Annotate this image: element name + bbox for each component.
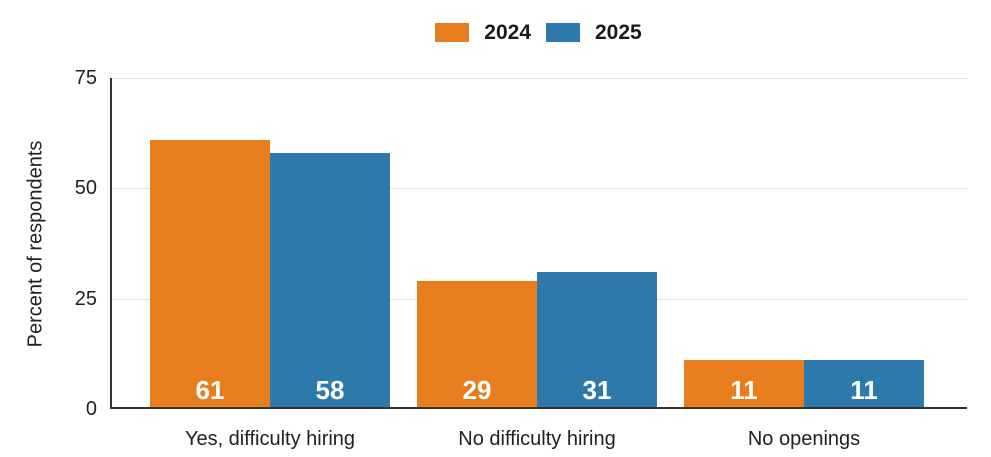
y-tick-label-25: 25 <box>74 287 97 310</box>
bar-value-label: 29 <box>462 375 492 405</box>
gridline-75 <box>110 78 967 79</box>
gridline-50 <box>110 188 967 190</box>
category-label: No difficulty hiring <box>458 428 616 450</box>
legend-label: 2024 <box>484 20 531 44</box>
bar-value-label: 11 <box>850 375 878 405</box>
legend-item-2025: 2025 <box>546 22 642 43</box>
bar-group: 29 31 No difficulty hiring <box>417 78 657 449</box>
bar-value-label: 58 <box>315 375 345 405</box>
plot-area: 61 58 Yes, difficulty hiring 29 31 No difficu… <box>110 78 967 449</box>
bar-2024: 11 <box>684 360 804 409</box>
legend-swatch-2025 <box>546 22 580 42</box>
bar-group: 61 58 Yes, difficulty hiring <box>150 78 390 449</box>
y-tick-label-0: 0 <box>85 398 97 420</box>
bar-2025: 58 <box>270 153 390 409</box>
bar-2024: 61 <box>150 139 270 409</box>
y-tick-label-50: 50 <box>74 177 97 200</box>
bar-value-label: 61 <box>195 375 225 405</box>
bar-value-label: 31 <box>582 375 612 405</box>
legend: 2024 2025 <box>110 20 967 44</box>
bar-groups: 61 58 Yes, difficulty hiring 29 31 No difficu… <box>110 78 967 449</box>
bar-2025: 31 <box>537 272 657 409</box>
legend-item-2024: 2024 <box>435 22 531 43</box>
y-axis-line <box>110 78 112 409</box>
category-label: Yes, difficulty hiring <box>184 428 356 450</box>
bar-value-label: 11 <box>730 375 758 405</box>
legend-swatch-2024 <box>435 22 470 42</box>
bar-2024: 29 <box>417 281 537 409</box>
y-axis-ticks: 0 25 50 75 <box>0 68 97 419</box>
bar-group: 11 11 No openings <box>684 78 924 449</box>
category-label: No openings <box>747 428 861 450</box>
bar-2025: 11 <box>804 360 924 409</box>
legend-label: 2025 <box>595 20 642 44</box>
x-axis-line <box>110 407 967 409</box>
y-tick-label-75: 75 <box>74 67 97 89</box>
